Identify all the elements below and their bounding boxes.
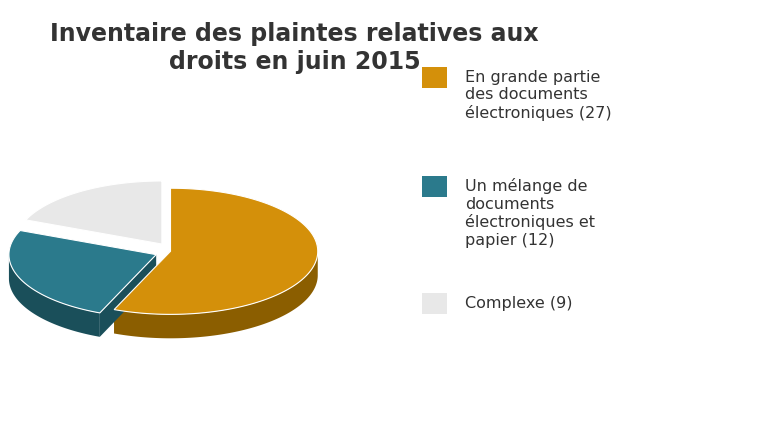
Polygon shape: [114, 252, 318, 339]
Polygon shape: [26, 181, 162, 244]
Polygon shape: [9, 255, 100, 337]
Text: Inventaire des plaintes relatives aux
droits en juin 2015: Inventaire des plaintes relatives aux dr…: [50, 22, 539, 73]
Polygon shape: [100, 255, 157, 337]
Text: En grande partie
des documents
électroniques (27): En grande partie des documents électroni…: [465, 69, 611, 120]
Text: Complexe (9): Complexe (9): [465, 295, 573, 310]
Polygon shape: [9, 231, 157, 313]
Polygon shape: [114, 252, 170, 334]
Polygon shape: [114, 189, 318, 315]
Text: Un mélange de
documents
électroniques et
papier (12): Un mélange de documents électroniques et…: [465, 178, 595, 247]
